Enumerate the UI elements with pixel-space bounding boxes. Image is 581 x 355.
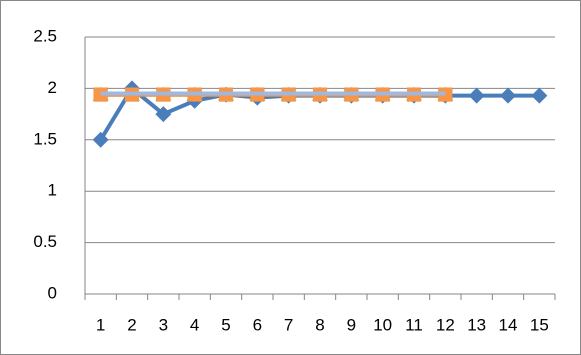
y-tick-label: 0 xyxy=(48,283,57,302)
x-tick-label: 2 xyxy=(127,315,136,334)
y-tick-label: 0.5 xyxy=(33,232,57,251)
y-tick-label: 1.5 xyxy=(33,129,57,148)
x-tick-label: 14 xyxy=(499,315,518,334)
x-tick-label: 15 xyxy=(530,315,549,334)
x-tick-label: 4 xyxy=(190,315,199,334)
y-tick-label: 2 xyxy=(48,78,57,97)
marker xyxy=(92,131,109,148)
x-tick-label: 8 xyxy=(315,315,324,334)
x-tick-label: 1 xyxy=(96,315,105,334)
x-tick-label: 13 xyxy=(467,315,486,334)
x-tick-label: 9 xyxy=(347,315,356,334)
x-tick-label: 11 xyxy=(405,315,423,334)
marker xyxy=(155,106,172,123)
x-tick-label: 6 xyxy=(253,315,262,334)
marker xyxy=(468,87,485,104)
x-tick-label: 7 xyxy=(284,315,293,334)
x-tick-label: 5 xyxy=(221,315,230,334)
x-tick-label: 12 xyxy=(436,315,455,334)
y-tick-label: 2.5 xyxy=(33,26,57,45)
marker xyxy=(531,87,548,104)
y-tick-label: 1 xyxy=(48,181,57,200)
marker xyxy=(500,87,516,104)
x-tick-label: 3 xyxy=(159,315,168,334)
x-tick-label: 10 xyxy=(373,315,392,334)
